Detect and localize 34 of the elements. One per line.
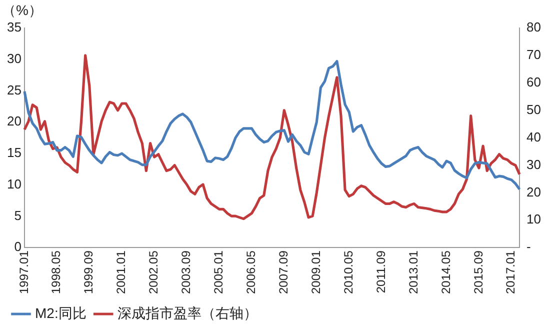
y2-tick-label: 60 [526,74,542,90]
y2-tick-label: 50 [526,102,542,117]
x-tick-label: 2014.05 [438,250,453,294]
y-tick-label: 5 [14,208,22,223]
y2-tick-label: 80 [526,20,542,35]
x-tick-label: 2006.05 [244,250,258,294]
y2-tick-label: 70 [526,47,542,62]
y2-tick-label: 10 [526,212,542,227]
x-tick-label: 2005.01 [212,250,226,294]
y2-tick-label: - [526,239,531,254]
y-axis-title: （%） [2,2,42,18]
x-tick-label: 2011.09 [374,250,388,294]
x-tick-label: 2001.01 [114,250,128,294]
y2-tick-label: 30 [526,156,542,172]
x-tick-label: 1998.05 [49,250,64,294]
legend-label: 深成指市盈率（右轴） [117,304,258,321]
x-tick-label: 2010.05 [341,250,356,294]
x-tick-label: 2013.01 [406,250,420,294]
x-tick-label: 2015.09 [471,250,486,294]
y-tick-label: 10 [6,176,22,192]
y-tick-label: 35 [6,20,22,35]
y-tick-label: 25 [6,82,22,98]
x-tick-label: 1999.09 [82,250,96,294]
y-tick-label: 30 [6,50,22,66]
y2-tick-label: 40 [526,129,542,144]
legend-label: M2:同比 [35,304,86,321]
x-tick-label: 2002.05 [146,250,161,294]
y-tick-label: 20 [6,114,22,129]
x-tick-label: 2003.09 [179,250,194,294]
x-tick-label: 2007.09 [276,250,290,294]
y2-tick-label: 20 [526,184,542,200]
x-tick-label: 2017.01 [504,250,518,294]
x-tick-label: 2009.01 [308,250,323,294]
y-tick-label: 15 [6,145,22,160]
